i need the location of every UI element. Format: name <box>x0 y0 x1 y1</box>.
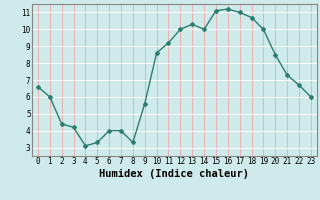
X-axis label: Humidex (Indice chaleur): Humidex (Indice chaleur) <box>100 169 249 179</box>
